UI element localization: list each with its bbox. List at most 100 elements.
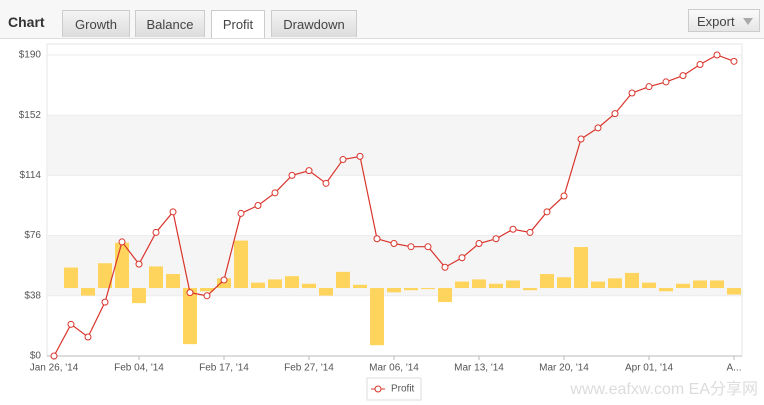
toolbar-label: Chart [8, 14, 45, 30]
point [254, 202, 262, 209]
bar [710, 280, 724, 289]
point [441, 263, 449, 271]
y-tick-label: $38 [24, 290, 41, 301]
legend-label: Profit [391, 384, 415, 395]
point [713, 51, 721, 59]
point [390, 240, 398, 248]
x-tick-label: Feb 27, '14 [284, 363, 334, 374]
bar [625, 272, 639, 289]
tab[interactable]: Balance [135, 10, 205, 37]
point [50, 352, 58, 360]
point [526, 228, 534, 236]
bar [489, 283, 503, 289]
point [84, 333, 92, 341]
export-button[interactable]: Export [688, 9, 760, 32]
point [356, 152, 364, 160]
point [509, 225, 517, 233]
x-tick-label: Feb 17, '14 [199, 363, 249, 374]
bar [319, 288, 333, 296]
point [679, 72, 687, 80]
point [220, 276, 228, 284]
bar [302, 283, 316, 289]
point [237, 209, 245, 217]
bar [166, 274, 180, 289]
x-tick-label: Mar 20, '14 [539, 363, 589, 374]
bar [285, 276, 299, 289]
x-tick-label: Feb 04, '14 [114, 363, 164, 374]
bar [540, 274, 554, 289]
bar [268, 279, 282, 289]
grid-band [48, 115, 741, 176]
bar [404, 288, 418, 291]
bar [370, 288, 384, 346]
bar [455, 281, 469, 289]
point [339, 156, 347, 164]
point [696, 61, 704, 69]
point [628, 89, 636, 97]
point [594, 124, 602, 132]
y-tick-label: $0 [30, 351, 42, 362]
point [271, 189, 279, 197]
tab[interactable]: Growth [62, 10, 130, 37]
bar [353, 284, 367, 289]
bar [149, 266, 163, 289]
bar [132, 288, 146, 304]
x-tick-label: Apr 01, '14 [625, 363, 673, 374]
point [662, 78, 670, 86]
x-tick-label: Jan 26, '14 [30, 363, 79, 374]
point [118, 238, 126, 246]
y-tick-label: $190 [19, 50, 42, 61]
bar [574, 247, 588, 289]
y-tick-label: $76 [24, 230, 41, 241]
bar [472, 279, 486, 289]
point [305, 167, 313, 175]
point [458, 254, 466, 262]
point [730, 57, 738, 65]
bar [557, 277, 571, 289]
x-tick-label: Mar 13, '14 [454, 363, 504, 374]
bar [676, 283, 690, 289]
bar [200, 288, 214, 292]
bar [659, 288, 673, 292]
point [577, 135, 585, 143]
bar [421, 288, 435, 290]
bar [693, 280, 707, 289]
point [169, 208, 177, 216]
point [492, 235, 500, 243]
point [186, 289, 194, 297]
bar [234, 240, 248, 289]
bar [98, 263, 112, 289]
point [543, 208, 551, 216]
plot-frame [46, 43, 743, 357]
bar [251, 282, 265, 289]
bar [64, 267, 78, 289]
point [475, 240, 483, 248]
point [407, 243, 415, 251]
point [101, 298, 109, 306]
legend-box [366, 377, 422, 401]
y-tick-label: $114 [19, 170, 41, 181]
bar [438, 288, 452, 303]
point [373, 235, 381, 243]
point [152, 228, 160, 236]
bar [183, 288, 197, 345]
point [67, 320, 75, 328]
point [203, 292, 211, 300]
tab[interactable]: Profit [211, 10, 265, 38]
point [560, 192, 568, 200]
bar [608, 278, 622, 289]
x-tick-label: A... [726, 363, 741, 374]
bar [727, 288, 741, 295]
x-tick-label: Mar 06, '14 [369, 363, 419, 374]
watermark: www.eafxw.com EA分享网 [569, 380, 758, 398]
point [288, 171, 296, 179]
y-tick-label: $152 [19, 110, 42, 121]
bar [387, 288, 401, 293]
bar [506, 280, 520, 289]
toolbar: Chart Export Growth Balance Profit Drawdown [0, 0, 764, 39]
bar [591, 281, 605, 289]
tab[interactable]: Drawdown [271, 10, 357, 37]
legend-marker [374, 385, 382, 393]
